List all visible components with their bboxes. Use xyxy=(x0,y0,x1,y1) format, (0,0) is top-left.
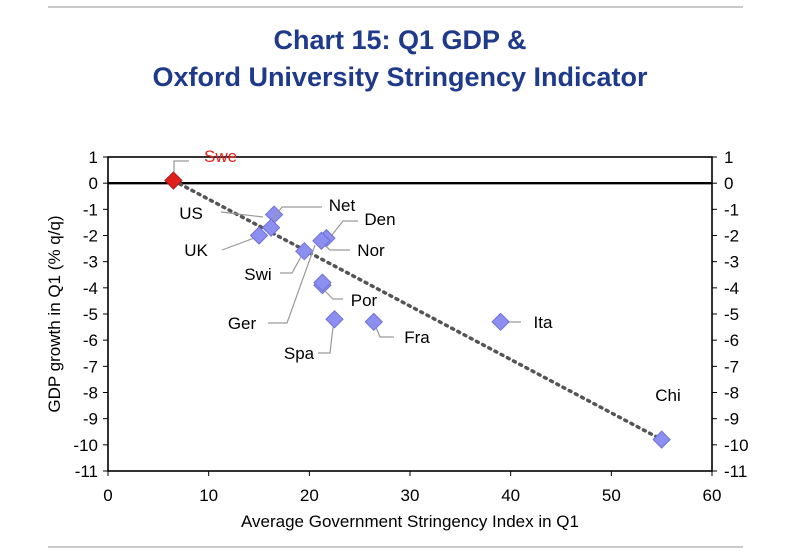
point-label-us: US xyxy=(179,204,203,223)
y-tick-label-left: 1 xyxy=(89,148,98,167)
top-rule xyxy=(48,6,743,8)
trend-line xyxy=(171,178,664,442)
y-tick-label-right: -2 xyxy=(724,227,739,246)
point-fra xyxy=(364,312,383,332)
point-swi xyxy=(295,241,314,261)
y-tick-label-right: -4 xyxy=(724,279,739,298)
point-uk xyxy=(249,226,269,245)
leader-line-swi xyxy=(280,252,304,274)
leader-line-us xyxy=(220,211,264,218)
y-tick-label-right: 0 xyxy=(724,174,733,193)
x-tick-label: 50 xyxy=(602,486,621,505)
point-label-ita: Ita xyxy=(534,313,553,332)
point-label-uk: UK xyxy=(184,241,208,260)
point-chi xyxy=(652,430,671,449)
plot-area: 1 10 0-1 -1-2 -2-3 -3-4 -4-5 -5-6 -6-7 -7-8 -8-9 -9… xyxy=(45,147,749,531)
y-tick-label-left: -7 xyxy=(83,357,98,376)
leader-line-fra xyxy=(374,324,394,338)
point-spa xyxy=(325,310,344,329)
point-por xyxy=(313,273,332,292)
y-tick-label-right: -3 xyxy=(724,253,739,272)
leader-line-spa xyxy=(318,326,334,354)
point-label-por: Por xyxy=(351,291,378,310)
x-tick-label: 10 xyxy=(199,486,218,505)
x-tick-label: 30 xyxy=(401,486,420,505)
y-tick-label-left: -5 xyxy=(83,305,98,324)
y-tick-label-left: -11 xyxy=(75,462,98,481)
y-tick-label-right: -10 xyxy=(724,436,749,455)
leader-line-uk xyxy=(221,236,258,251)
point-nor xyxy=(312,231,331,250)
y-tick-label-right: -5 xyxy=(724,305,739,324)
y-tick-label-right: 1 xyxy=(724,148,733,167)
y-tick-label-left: -8 xyxy=(83,384,98,403)
leader-line-ger xyxy=(268,244,316,324)
y-tick-label-left: -10 xyxy=(73,436,98,455)
chart-title-line-2: Oxford University Stringency Indicator xyxy=(152,62,648,92)
point-net xyxy=(261,218,281,237)
point-us xyxy=(264,205,284,224)
y-tick-label-left: -3 xyxy=(83,253,98,272)
y-tick-label-right: -11 xyxy=(724,462,747,481)
point-label-den: Den xyxy=(364,210,395,229)
y-tick-label-right: -8 xyxy=(724,384,739,403)
y-tick-label-left: 0 xyxy=(89,174,98,193)
point-label-spa: Spa xyxy=(284,344,315,363)
y-tick-label-left: -4 xyxy=(83,279,98,298)
x-axis-label: Average Government Stringency Index in Q… xyxy=(241,512,579,531)
y-tick-label-left: -2 xyxy=(83,227,98,246)
chart-title-line-1: Chart 15: Q1 GDP & xyxy=(273,25,527,55)
y-tick-label-left: -9 xyxy=(83,410,98,429)
point-label-nor: Nor xyxy=(357,241,385,260)
point-label-swi: Swi xyxy=(244,265,271,284)
leader-line-net xyxy=(269,206,322,225)
leader-line-swe xyxy=(173,160,189,176)
y-axis-label: GDP growth in Q1 (% q/q) xyxy=(45,215,64,412)
point-label-ger: Ger xyxy=(228,314,257,333)
x-tick-label: 40 xyxy=(501,486,520,505)
x-tick-label: 20 xyxy=(300,486,319,505)
point-label-net: Net xyxy=(329,196,356,215)
y-tick-label-left: -6 xyxy=(83,331,98,350)
point-label-swe: Swe xyxy=(204,147,237,166)
y-tick-label-left: -1 xyxy=(83,200,98,219)
leader-line-por xyxy=(322,288,343,300)
point-swe xyxy=(164,171,183,190)
y-tick-label-right: -7 xyxy=(724,357,739,376)
y-tick-label-right: -9 xyxy=(724,410,739,429)
leader-line-den xyxy=(327,220,358,241)
point-label-chi: Chi xyxy=(655,386,681,405)
point-label-fra: Fra xyxy=(404,328,430,347)
point-ita xyxy=(491,312,510,332)
x-tick-label: 60 xyxy=(703,486,722,505)
y-tick-label-right: -1 xyxy=(724,200,739,219)
chart-title: Chart 15: Q1 GDP & Oxford University Str… xyxy=(0,22,800,96)
bottom-rule xyxy=(48,546,743,548)
x-tick-label: 0 xyxy=(103,486,112,505)
y-tick-label-right: -6 xyxy=(724,331,739,350)
